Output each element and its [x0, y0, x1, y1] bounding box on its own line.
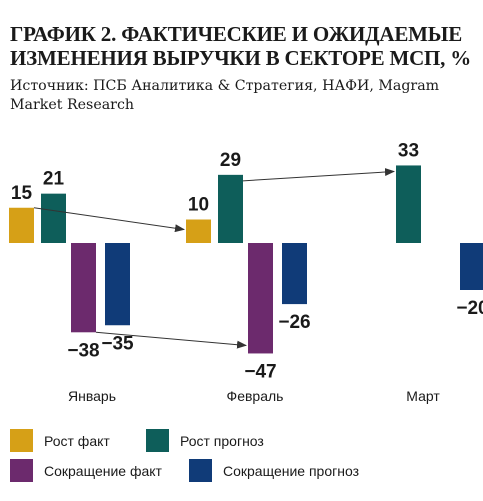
value-label-growth-fact-2: 10 — [188, 195, 209, 216]
labels-layer: 15 10 21 29 33 −38 −47 −35 −26 −20 — [11, 140, 483, 382]
chart-title: ГРАФИК 2. ФАКТИЧЕСКИЕ И ОЖИДАЕМЫЕ ИЗМЕНЕ… — [10, 22, 472, 70]
arrow-growth-jan-feb — [33, 207, 185, 233]
legend-label: Сокращение прогноз — [223, 462, 360, 479]
value-label-decline-forecast-2: −26 — [278, 312, 310, 333]
value-label-growth-fact-1: 15 — [11, 183, 33, 204]
legend-label: Сокращение факт — [44, 462, 162, 479]
category-label-3: Март — [406, 388, 440, 404]
value-label-decline-fact-2: −47 — [244, 361, 276, 382]
arrow-decline-jan-feb — [95, 331, 247, 349]
bar-growth-fact-2 — [186, 219, 211, 243]
value-label-growth-forecast-3: 33 — [398, 140, 419, 161]
bar-growth-forecast-2 — [218, 174, 243, 243]
bar-decline-fact-1 — [71, 243, 96, 333]
legend-swatch — [189, 459, 212, 482]
category-labels: Январь Февраль Март — [68, 388, 440, 404]
arrow-forecast-feb-mar — [242, 168, 395, 182]
category-label-2: Февраль — [227, 388, 284, 404]
legend-swatch — [10, 429, 33, 452]
value-label-decline-forecast-1: −35 — [101, 333, 134, 354]
bar-decline-forecast-1 — [105, 243, 130, 326]
legend-item-growth-fact: Рост факт — [10, 429, 110, 452]
bar-decline-forecast-3 — [460, 243, 483, 290]
legend-label: Рост факт — [44, 432, 110, 449]
legend-item-decline-fact: Сокращение факт — [10, 459, 162, 482]
bars-layer — [9, 165, 483, 354]
bar-growth-fact-1 — [9, 207, 34, 243]
legend-label: Рост прогноз — [180, 432, 264, 449]
chart-legend: Рост факт Рост прогноз Сокращение факт Сокр… — [0, 424, 483, 494]
bar-growth-forecast-3 — [396, 165, 421, 243]
value-label-growth-forecast-2: 29 — [220, 150, 241, 171]
bar-decline-fact-2 — [248, 243, 273, 354]
legend-swatch — [10, 459, 33, 482]
legend-item-growth-forecast: Рост прогноз — [146, 429, 264, 452]
legend-swatch — [146, 429, 169, 452]
category-label-1: Январь — [68, 388, 116, 404]
value-label-decline-forecast-3: −20 — [456, 298, 483, 319]
legend-item-decline-forecast: Сокращение прогноз — [189, 459, 359, 482]
value-label-decline-fact-1: −38 — [67, 340, 99, 361]
value-label-growth-forecast-1: 21 — [43, 169, 65, 190]
chart-source: Источник: ПСБ Аналитика & Стратегия, НАФ… — [10, 78, 440, 113]
arrows-layer — [33, 168, 395, 349]
bar-chart: 15 10 21 29 33 −38 −47 −35 −26 −20 Январь Февраль М… — [9, 140, 483, 404]
bar-growth-forecast-1 — [41, 193, 66, 243]
bar-decline-forecast-2 — [282, 243, 307, 305]
